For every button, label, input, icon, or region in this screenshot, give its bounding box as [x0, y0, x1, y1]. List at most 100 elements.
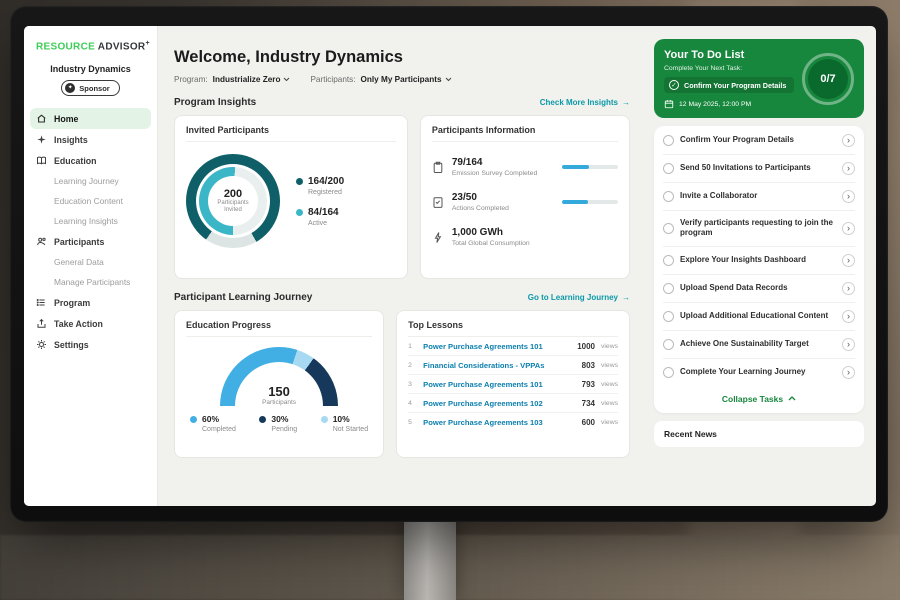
chevron-right-icon[interactable]: ›: [842, 253, 855, 267]
collapse-tasks-button[interactable]: Collapse Tasks: [663, 386, 855, 412]
sidebar-item-insights[interactable]: Insights: [30, 129, 151, 150]
program-select[interactable]: Industrialize Zero: [213, 75, 291, 84]
survey-clipboard-icon: [433, 161, 443, 173]
sidebar-item-participants[interactable]: Participants: [30, 231, 151, 252]
legend-completed: 60% Completed: [190, 414, 236, 433]
chevron-right-icon[interactable]: ›: [842, 134, 855, 147]
chevron-right-icon[interactable]: ›: [842, 281, 855, 295]
app-logo: RESOURCE ADVISOR+: [24, 38, 157, 52]
logo-plus: +: [145, 40, 150, 47]
monitor-stand: [404, 512, 456, 600]
lesson-link[interactable]: Power Purchase Agreements 101: [423, 342, 543, 351]
todo-due-date: 12 May 2025, 12:00 PM: [664, 99, 794, 109]
sponsor-badge: ✦ Sponsor: [61, 80, 120, 97]
task-row-confirm-program[interactable]: Confirm Your Program Details ›: [663, 127, 855, 155]
task-checkbox[interactable]: [663, 338, 674, 350]
chevron-right-icon[interactable]: ›: [842, 365, 855, 379]
lesson-link[interactable]: Power Purchase Agreements 103: [423, 418, 543, 427]
sidebar-item-manage-participants[interactable]: Manage Participants: [54, 277, 131, 288]
program-list-icon: [36, 299, 45, 307]
main-content: Welcome, Industry Dynamics Program: Indu…: [158, 26, 644, 506]
sidebar-item-home[interactable]: Home: [30, 108, 151, 130]
sidebar-item-education[interactable]: Education: [30, 150, 151, 171]
actions-completed-progressbar: [561, 200, 618, 204]
filter-bar: Program: Industrialize Zero Participants…: [174, 75, 630, 84]
education-icon: [37, 157, 46, 165]
task-row-send-invitations[interactable]: Send 50 Invitations to Participants ›: [663, 155, 855, 183]
sponsor-label: Sponsor: [79, 83, 110, 93]
top-lessons-card: Top Lessons 1 Power Purchase Agreements …: [396, 310, 630, 458]
active-dot: [296, 208, 303, 216]
lesson-row: 2 Financial Considerations - VPPAs 803 v…: [408, 356, 618, 375]
task-checkbox[interactable]: [663, 163, 674, 174]
home-icon: [37, 114, 46, 123]
sidebar-item-label: Settings: [54, 339, 89, 350]
lesson-row: 1 Power Purchase Agreements 101 1000 vie…: [408, 337, 618, 356]
todo-panel: Your To Do List Complete Your Next Task:…: [644, 26, 876, 506]
education-progress-card-title: Education Progress: [186, 320, 373, 337]
chevron-right-icon[interactable]: ›: [842, 221, 855, 235]
lesson-link[interactable]: Power Purchase Agreements 101: [423, 380, 543, 389]
chevron-right-icon[interactable]: ›: [842, 190, 855, 203]
todo-subtitle: Complete Your Next Task:: [664, 65, 743, 72]
sidebar-item-label: Take Action: [54, 318, 103, 329]
top-lessons-card-title: Top Lessons: [408, 320, 618, 337]
task-checkbox[interactable]: [663, 366, 674, 378]
sidebar-item-settings[interactable]: Settings: [30, 334, 151, 355]
consumption-stat: 1,000 GWh Total Global Consumption: [432, 227, 618, 247]
logo-resource: RESOURCE: [36, 41, 96, 53]
sponsor-icon: ✦: [65, 83, 76, 94]
sidebar-item-label: Participants: [54, 236, 105, 247]
monitor-bezel: RESOURCE ADVISOR+ Industry Dynamics ✦ Sp…: [10, 6, 888, 522]
sidebar-item-learning-insights[interactable]: Learning Insights: [54, 216, 118, 227]
go-to-learning-journey-link[interactable]: Go to Learning Journey →: [527, 293, 630, 302]
arrow-right-icon: →: [622, 293, 630, 302]
sidebar-item-learning-journey[interactable]: Learning Journey: [54, 176, 119, 187]
task-row-achieve-target[interactable]: Achieve One Sustainability Target ›: [663, 331, 855, 359]
chevron-right-icon[interactable]: ›: [842, 309, 855, 323]
task-row-verify-participants[interactable]: Verify participants requesting to join t…: [663, 211, 855, 247]
task-checkbox[interactable]: [663, 310, 674, 322]
task-checkbox[interactable]: [663, 282, 674, 294]
task-row-upload-spend-data[interactable]: Upload Spend Data Records ›: [663, 275, 855, 303]
arrow-right-icon: →: [622, 98, 630, 107]
not-started-dot: [320, 415, 328, 423]
registered-dot: [296, 177, 303, 185]
invited-legend: 164/200 Registered 84/164 Active: [296, 176, 344, 227]
task-checkbox[interactable]: [663, 254, 674, 266]
gear-icon: [37, 340, 46, 350]
invited-donut-chart: 200 Participants Invited: [186, 154, 280, 248]
education-progress-card: Education Progress 150 Participants 60% …: [174, 310, 385, 458]
participants-select[interactable]: Only My Participants: [361, 75, 452, 84]
sidebar-item-program[interactable]: Program: [30, 292, 151, 313]
program-insights-title: Program Insights: [174, 97, 257, 108]
task-row-upload-educational-content[interactable]: Upload Additional Educational Content ›: [663, 303, 855, 331]
task-row-complete-learning-journey[interactable]: Complete Your Learning Journey ›: [663, 359, 855, 386]
lesson-row: 3 Power Purchase Agreements 101 793 view…: [408, 375, 618, 394]
task-checkbox[interactable]: [663, 135, 674, 146]
sidebar-item-take-action[interactable]: Take Action: [30, 313, 151, 334]
education-gauge-chart: 150 Participants: [220, 347, 339, 406]
lesson-link[interactable]: Power Purchase Agreements 102: [423, 399, 543, 408]
completed-dot: [190, 415, 197, 423]
sidebar-item-education-content[interactable]: Education Content: [54, 196, 123, 207]
chevron-right-icon[interactable]: ›: [842, 337, 855, 351]
page-title: Welcome, Industry Dynamics: [174, 48, 403, 66]
participants-information-card-title: Participants Information: [431, 125, 618, 142]
task-row-explore-insights[interactable]: Explore Your Insights Dashboard ›: [663, 247, 855, 275]
participants-filter-label: Participants:: [310, 75, 356, 84]
check-more-insights-link[interactable]: Check More Insights →: [539, 98, 630, 107]
chevron-right-icon[interactable]: ›: [842, 162, 855, 175]
sidebar-nav: Home Insights Education Learning Journey…: [24, 106, 157, 357]
task-row-invite-collaborator[interactable]: Invite a Collaborator ›: [663, 183, 855, 211]
task-checkbox[interactable]: [663, 222, 674, 234]
todo-next-task[interactable]: ✓ Confirm Your Program Details: [664, 77, 794, 93]
todo-title: Your To Do List: [664, 49, 745, 61]
actions-completed-stat: 23/50 Actions Completed: [432, 192, 618, 212]
lesson-link[interactable]: Financial Considerations - VPPAs: [423, 361, 545, 370]
sidebar-item-general-data[interactable]: General Data: [54, 257, 104, 268]
gauge-center-label: Participants: [262, 399, 297, 406]
chevron-up-icon: [788, 396, 796, 401]
task-checkbox[interactable]: [663, 191, 674, 202]
sidebar-item-label: Program: [54, 297, 91, 308]
